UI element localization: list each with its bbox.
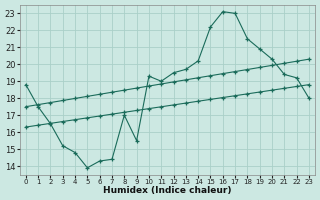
X-axis label: Humidex (Indice chaleur): Humidex (Indice chaleur) [103, 186, 232, 195]
